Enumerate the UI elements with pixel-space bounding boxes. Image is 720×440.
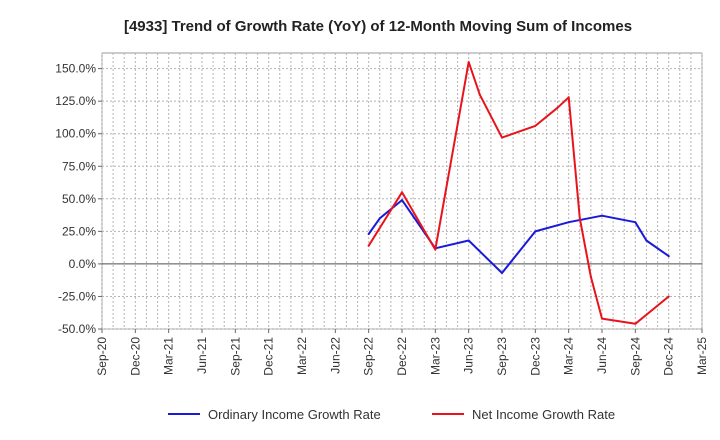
data-point (501, 272, 503, 274)
legend-label: Net Income Growth Rate (472, 407, 615, 422)
x-tick-label: Sep-22 (362, 337, 376, 376)
x-tick-label: Mar-22 (295, 337, 309, 375)
x-tick-label: Sep-20 (95, 337, 109, 376)
x-tick-label: Sep-24 (628, 337, 642, 376)
series-layer (367, 61, 670, 325)
y-tick-label: -25.0% (58, 289, 96, 303)
x-tick-label: Jun-21 (195, 337, 209, 374)
x-tick-label: Jun-24 (595, 337, 609, 374)
x-tick-label: Sep-21 (228, 337, 242, 376)
data-point (589, 275, 592, 278)
grid (101, 53, 703, 330)
data-point (401, 191, 403, 194)
data-point (467, 239, 470, 242)
x-tick-label: Jun-23 (462, 337, 476, 374)
y-tick-label: 75.0% (62, 159, 96, 173)
y-tick-label: 0.0% (69, 257, 97, 271)
y-tick-label: 125.0% (55, 94, 96, 108)
data-point (467, 61, 470, 64)
data-point (367, 233, 370, 235)
data-point (378, 217, 381, 220)
data-point (367, 244, 370, 247)
data-point (434, 248, 437, 251)
data-point (567, 221, 570, 224)
data-point (601, 317, 603, 320)
chart-title: [4933] Trend of Growth Rate (YoY) of 12-… (124, 18, 632, 35)
series-line (367, 199, 670, 274)
data-point (578, 217, 581, 220)
legend-label: Ordinary Income Growth Rate (208, 407, 381, 422)
data-point (634, 322, 637, 325)
data-point (667, 255, 670, 258)
x-tick-label: Dec-23 (528, 337, 542, 376)
x-tick-label: Sep-23 (495, 337, 509, 376)
x-tick-label: Mar-24 (562, 337, 576, 375)
x-tick-label: Jun-22 (328, 337, 342, 374)
y-tick-label: 100.0% (55, 127, 96, 141)
y-tick-label: 150.0% (55, 62, 96, 76)
legend: Ordinary Income Growth Rate Net Income Gr… (168, 407, 615, 422)
y-tick-label: 25.0% (62, 224, 96, 238)
x-tick-label: Dec-21 (262, 337, 276, 376)
series-line (367, 61, 670, 325)
x-axis: Sep-20 Dec-20 Mar-21 Jun-21 Sep-21 Dec-21 Mar-… (95, 329, 709, 376)
x-tick-label: Mar-25 (695, 337, 709, 375)
x-tick-label: Dec-24 (662, 337, 676, 376)
x-tick-label: Dec-22 (395, 337, 409, 376)
x-tick-label: Dec-20 (128, 337, 142, 376)
data-point (556, 106, 559, 109)
y-tick-label: 50.0% (62, 192, 96, 206)
data-point (645, 239, 648, 242)
data-point (534, 124, 537, 127)
data-point (478, 93, 481, 96)
data-point (601, 214, 603, 217)
y-tick-label: -50.0% (58, 322, 96, 336)
data-point (667, 295, 670, 298)
x-tick-label: Mar-21 (162, 337, 176, 375)
data-point (501, 136, 503, 139)
y-axis: 150.0% 125.0% 100.0% 75.0% 50.0% 25.0% 0.0% -25… (55, 62, 102, 336)
x-tick-label: Mar-23 (428, 337, 442, 375)
data-point (401, 199, 403, 202)
data-point (567, 96, 570, 99)
data-point (634, 221, 637, 224)
data-point (534, 230, 537, 233)
